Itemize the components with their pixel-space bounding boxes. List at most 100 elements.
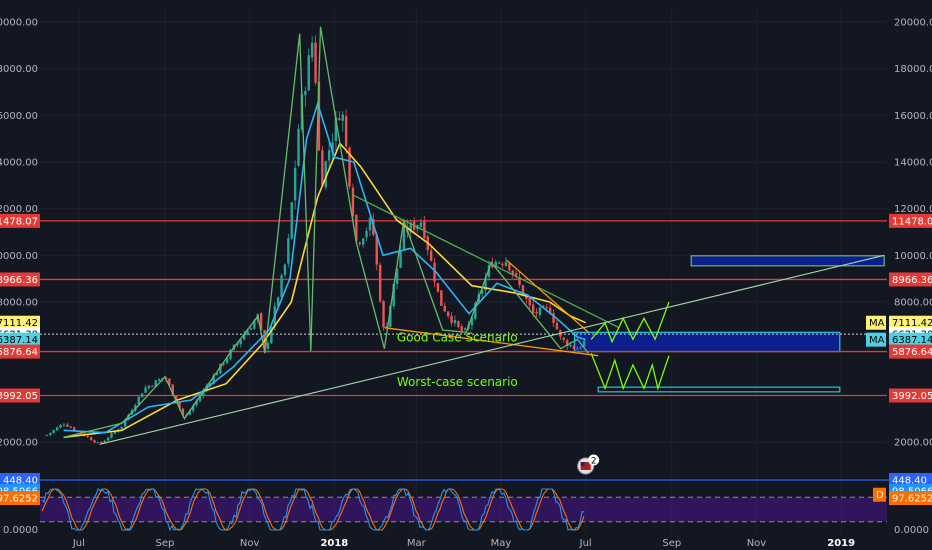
candle-body xyxy=(154,380,157,387)
candle-body xyxy=(140,393,144,398)
ind-tick-label-right: 0.0000 xyxy=(894,525,929,536)
target-zone xyxy=(573,331,841,353)
candle-body xyxy=(457,321,460,327)
candle-body xyxy=(49,432,52,436)
event-badge[interactable]: 2 xyxy=(577,454,600,475)
price-tag-left-bg xyxy=(0,315,40,330)
axes: 2000.00 2000.00 8000.00 8000.00 10000.00 1000… xyxy=(0,18,932,550)
candle-body xyxy=(538,307,542,315)
candle-body xyxy=(429,250,433,261)
candle-body xyxy=(579,347,582,349)
candle-body xyxy=(348,147,351,187)
price-tag-right: 6387.14 xyxy=(892,335,932,346)
y-tick-label-right: 10000.00 xyxy=(894,251,932,262)
price-tag-left: 11478.07 xyxy=(0,216,38,227)
ind-top-tag-right-bg xyxy=(889,473,932,487)
candle-body xyxy=(215,373,219,376)
price-tag-left: 6387.14 xyxy=(0,335,38,346)
candle-body xyxy=(491,264,494,268)
y-tick-label-right: 2000.00 xyxy=(894,438,932,449)
candle-body xyxy=(341,114,344,121)
price-tag-right: 5876.64 xyxy=(892,347,932,358)
y-tick-label-left: 12000.00 xyxy=(0,204,38,215)
price-tag-left: 8966.36 xyxy=(0,275,38,286)
candle-body xyxy=(72,427,76,431)
trend-drawing xyxy=(63,26,590,438)
price-tag-right: 3992.05 xyxy=(892,391,932,402)
candle-body xyxy=(52,429,55,433)
candle-body xyxy=(123,419,127,427)
target-zone xyxy=(597,386,841,393)
candle-body xyxy=(191,405,195,411)
candle-body xyxy=(100,442,103,444)
stoch-d-label: D xyxy=(876,490,884,501)
price-tag-left-bg xyxy=(0,332,40,347)
candle-body xyxy=(222,363,225,365)
x-tick-label: 2018 xyxy=(320,538,348,549)
candle-body xyxy=(382,300,385,328)
candle-body xyxy=(446,311,450,317)
candle-body xyxy=(484,277,487,291)
candle-body xyxy=(168,378,171,386)
candle-body xyxy=(497,262,501,264)
price-tags: 11478.07 11478.07 8966.36 8966.36 7111.42 MA 7… xyxy=(0,213,932,506)
price-tag-left-bg xyxy=(0,272,40,287)
candle-body xyxy=(188,410,191,415)
candle-body xyxy=(361,238,365,245)
price-tag-left-bg xyxy=(0,213,40,228)
candle-body xyxy=(423,220,426,239)
candle-body xyxy=(317,81,321,151)
candle-body xyxy=(470,317,474,326)
candle-body xyxy=(450,315,453,323)
candle-body xyxy=(171,384,174,396)
candle-body xyxy=(528,297,531,306)
y-tick-label-right: 14000.00 xyxy=(894,158,932,169)
candle-body xyxy=(219,363,222,374)
candle-body xyxy=(202,390,205,397)
stoch-d-label-bg xyxy=(873,487,886,502)
price-tag-left: 7111.42 xyxy=(0,318,38,329)
candle-body xyxy=(137,396,140,405)
y-tick-label-left: 2000.00 xyxy=(0,438,38,449)
candle-body xyxy=(270,326,273,344)
price-tag-right: 11478.07 xyxy=(892,216,932,227)
x-tick-label: 2019 xyxy=(827,538,855,549)
price-tag-right-bg xyxy=(889,332,932,347)
candle-body xyxy=(419,222,423,227)
candle-body xyxy=(93,440,96,443)
candle-body xyxy=(293,167,297,201)
x-tick-label: May xyxy=(491,538,512,549)
candle-body xyxy=(501,263,504,265)
candle-body xyxy=(555,322,559,330)
stoch-d-tag-left: 97.6252 xyxy=(0,494,38,505)
x-tick-label: Sep xyxy=(662,538,681,549)
candle-body xyxy=(304,91,307,96)
trend-drawings xyxy=(63,26,885,445)
candle-body xyxy=(531,304,535,313)
candle-body xyxy=(443,305,446,312)
candle-body xyxy=(106,437,110,441)
candle-body xyxy=(565,340,569,347)
candle-body xyxy=(474,302,477,319)
candle-body xyxy=(283,264,287,276)
candle-body xyxy=(576,348,579,350)
candle-body xyxy=(290,202,293,239)
candle-body xyxy=(242,334,246,340)
candle-body xyxy=(212,375,215,385)
target-zones xyxy=(573,255,885,393)
candle-body xyxy=(504,261,508,266)
price-tag-right-bg xyxy=(889,272,932,287)
candle-body xyxy=(55,427,59,431)
flag-stripes xyxy=(580,462,591,470)
candle-body xyxy=(259,313,263,330)
candle-body xyxy=(103,440,106,444)
candle-body xyxy=(310,42,314,58)
candle-body xyxy=(514,273,518,276)
candle-body xyxy=(521,285,525,296)
ma-tag: MA xyxy=(869,335,885,346)
x-tick-label: Sep xyxy=(156,538,175,549)
price-tag-right: 8966.36 xyxy=(892,275,932,286)
candle-body xyxy=(552,313,555,324)
candle-body xyxy=(324,161,327,188)
